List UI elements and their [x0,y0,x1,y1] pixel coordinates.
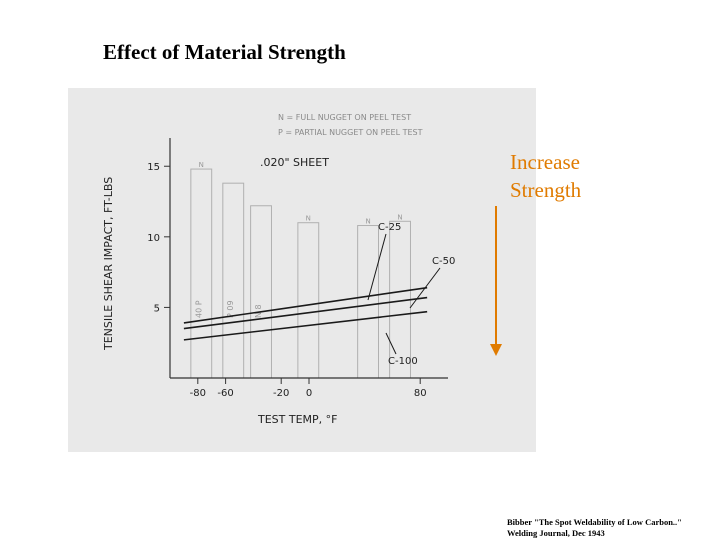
slide-title: Effect of Material Strength [103,40,346,64]
annotation-line-1: Increase [510,150,580,174]
citation-line-1: Bibber "The Spot Weldability of Low Carb… [507,517,682,527]
x-tick-label-4: 80 [414,388,427,399]
y-tick-label-2: 15 [147,162,160,173]
bar-label-4: N [365,218,370,226]
x-tick-label-3: 0 [306,388,312,399]
y-tick-label-1: 10 [147,233,160,244]
series-label-c-25: C-25 [378,222,401,233]
increase-strength-annotation: Increase Strength [510,148,581,204]
panel-label: .020" SHEET [260,156,329,169]
series-line-c-100 [183,310,428,341]
citation-line-2: Welding Journal, Dec 1943 [507,528,605,538]
bar-label-5: N [397,213,402,221]
series-line-c-25 [183,286,428,324]
series-label-c-100: C-100 [388,356,418,367]
strength-arrow-icon [490,206,502,356]
annotation-line-2: Strength [510,178,582,202]
bar-label-3: N [306,215,311,223]
leader-c-25 [367,233,387,301]
leader-c-50 [409,267,441,309]
bar-2 [250,205,272,379]
x-axis-label: TEST TEMP, °F [257,413,337,426]
legend-line-1: N = FULL NUGGET ON PEEL TEST [278,113,411,122]
bar-text-0: 40 P [194,300,203,318]
series-label-c-50: C-50 [432,256,455,267]
leader-c-100 [385,332,397,355]
bar-text-1: P 09 [226,300,235,318]
bar-4 [357,225,379,379]
y-tick-label-0: 5 [154,303,160,314]
ticks-layer: 5 10 15 -80 -60 -20 0 80 [147,162,426,399]
bar-0 [190,168,213,379]
series-line-c-50 [183,296,428,330]
bar-1 [222,182,245,379]
bar-text-2: N 8 [254,304,263,318]
x-tick-label-2: -20 [273,388,289,399]
x-tick-label-0: -80 [190,388,206,399]
legend-line-2: P = PARTIAL NUGGET ON PEEL TEST [278,128,423,137]
bars-layer: N 40 P P 09 N 8 N N N [190,161,411,379]
bar-3 [297,222,320,379]
y-axis-label: TENSILE SHEAR IMPACT, FT-LBS [102,177,115,351]
bar-label-0: N [199,161,204,169]
citation: Bibber "The Spot Weldability of Low Carb… [507,517,682,539]
lines-layer: C-25 C-50 C-100 [183,222,455,367]
x-tick-label-1: -60 [217,388,233,399]
